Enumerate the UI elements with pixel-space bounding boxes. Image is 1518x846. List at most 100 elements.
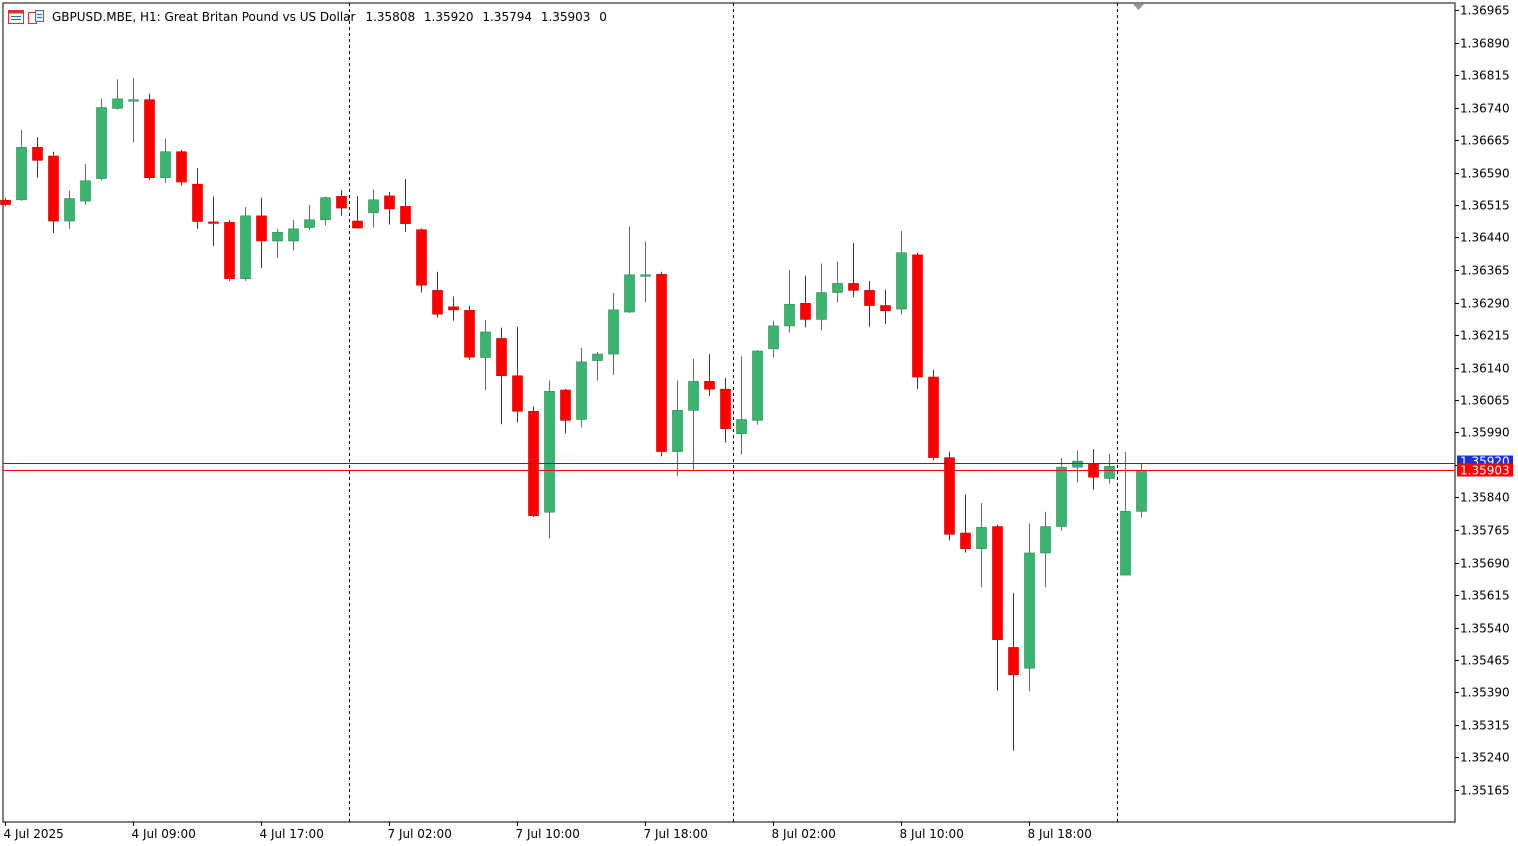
ohlc-values: 1.35808 1.35920 1.35794 1.35903 0 bbox=[365, 10, 611, 24]
y-tick-label: 1.35615 bbox=[1460, 589, 1510, 603]
y-tick-label: 1.36590 bbox=[1460, 167, 1510, 181]
y-tick-label: 1.35165 bbox=[1460, 784, 1510, 798]
y-tick-label: 1.36065 bbox=[1460, 394, 1510, 408]
candle-bull bbox=[640, 274, 651, 277]
candle-bull bbox=[1120, 511, 1131, 576]
ohlc-low: 1.35794 bbox=[482, 10, 532, 24]
candle-bear bbox=[256, 215, 267, 242]
candle-bear bbox=[880, 305, 891, 312]
candle-bear bbox=[928, 376, 939, 458]
time-axis[interactable]: 4 Jul 2025 4 Jul 09:00 4 Jul 17:00 7 Jul 02… bbox=[4, 822, 1092, 841]
candles-group bbox=[0, 78, 1147, 751]
candle-bull bbox=[624, 274, 635, 313]
y-tick-label: 1.36215 bbox=[1460, 329, 1510, 343]
candle-bear bbox=[208, 221, 219, 224]
symbol-description: GBPUSD.MBE, H1: Great Britan Pound vs US… bbox=[52, 10, 356, 24]
candle-bull bbox=[112, 98, 123, 109]
candle-bull bbox=[160, 151, 171, 178]
candle-bull bbox=[1136, 469, 1147, 512]
candle-bull bbox=[272, 232, 283, 242]
candle-bull bbox=[896, 252, 907, 310]
price-lines bbox=[3, 4, 1455, 471]
y-tick-label: 1.35840 bbox=[1460, 491, 1510, 505]
y-tick-label: 1.35465 bbox=[1460, 654, 1510, 668]
y-tick-label: 1.36515 bbox=[1460, 199, 1510, 213]
candle-bear bbox=[192, 183, 203, 222]
candle-bull bbox=[368, 199, 379, 214]
candle-bear bbox=[512, 375, 523, 412]
candle-bear bbox=[992, 526, 1003, 640]
x-tick-label: 7 Jul 10:00 bbox=[516, 827, 580, 841]
y-tick-label: 1.35390 bbox=[1460, 686, 1510, 700]
y-tick-label: 1.36140 bbox=[1460, 362, 1510, 376]
y-tick-label: 1.36740 bbox=[1460, 102, 1510, 116]
candle-bull bbox=[1072, 460, 1083, 468]
y-tick-label: 1.36965 bbox=[1460, 4, 1510, 18]
y-tick-label: 1.36890 bbox=[1460, 37, 1510, 51]
bid-price-label: 1.35903 bbox=[1460, 464, 1510, 478]
y-tick-label: 1.35690 bbox=[1460, 557, 1510, 571]
x-tick-label: 8 Jul 02:00 bbox=[772, 827, 836, 841]
y-tick-label: 1.36815 bbox=[1460, 69, 1510, 83]
candle-bear bbox=[352, 220, 363, 229]
candle-bear bbox=[464, 309, 475, 358]
ohlc-volume: 0 bbox=[599, 10, 607, 24]
candle-bear bbox=[32, 147, 43, 161]
candle-bear bbox=[704, 381, 715, 390]
candle-bear bbox=[800, 303, 811, 320]
candle-bull bbox=[16, 147, 27, 201]
y-tick-label: 1.36365 bbox=[1460, 264, 1510, 278]
candle-bull bbox=[576, 361, 587, 420]
candle-bear bbox=[912, 254, 923, 378]
chart-shift-marker[interactable] bbox=[1133, 4, 1144, 10]
candle-bear bbox=[656, 274, 667, 452]
candle-bear bbox=[224, 222, 235, 279]
candle-bear bbox=[1008, 647, 1019, 676]
y-tick-label: 1.35990 bbox=[1460, 426, 1510, 440]
candle-bear bbox=[720, 388, 731, 429]
candle-bear bbox=[944, 457, 955, 535]
candle-bull bbox=[784, 303, 795, 327]
candle-bear bbox=[384, 195, 395, 210]
candle-bull bbox=[96, 107, 107, 179]
candle-bull bbox=[752, 350, 763, 421]
candle-bear bbox=[144, 99, 155, 178]
candle-bear bbox=[336, 196, 347, 209]
symbol-properties-icon[interactable] bbox=[28, 10, 44, 24]
candle-bull bbox=[240, 215, 251, 279]
candle-bear bbox=[432, 290, 443, 315]
x-tick-label: 4 Jul 17:00 bbox=[260, 827, 324, 841]
candle-bull bbox=[1056, 466, 1067, 527]
candle-bull bbox=[768, 325, 779, 350]
chart-window-icon[interactable] bbox=[8, 10, 24, 24]
candle-bear bbox=[960, 532, 971, 549]
candle-bull bbox=[480, 331, 491, 358]
y-tick-label: 1.36290 bbox=[1460, 297, 1510, 311]
y-tick-label: 1.36665 bbox=[1460, 134, 1510, 148]
candle-bear bbox=[848, 283, 859, 291]
candle-bull bbox=[816, 292, 827, 320]
candle-bear bbox=[176, 151, 187, 183]
ohlc-high: 1.35920 bbox=[423, 10, 474, 24]
candle-bear bbox=[560, 389, 571, 421]
candle-bull bbox=[80, 180, 91, 202]
candle-bear bbox=[864, 290, 875, 306]
candle-bear bbox=[448, 306, 459, 311]
price-axis[interactable]: 1.36965 1.36890 1.36815 1.36740 1.36665 1.365… bbox=[1455, 4, 1513, 798]
candle-bear bbox=[496, 338, 507, 377]
candle-bull bbox=[304, 219, 315, 228]
y-tick-label: 1.36440 bbox=[1460, 231, 1510, 245]
candle-bear bbox=[48, 155, 59, 222]
chart-grid bbox=[2, 2, 1456, 823]
y-tick-label: 1.35240 bbox=[1460, 751, 1510, 765]
candle-bull bbox=[1104, 465, 1115, 479]
x-tick-label: 8 Jul 18:00 bbox=[1028, 827, 1092, 841]
y-tick-label: 1.35540 bbox=[1460, 622, 1510, 636]
candle-bull bbox=[976, 527, 987, 549]
candle-bull bbox=[672, 410, 683, 452]
candle-bull bbox=[736, 419, 747, 435]
candle-bull bbox=[832, 283, 843, 293]
candle-bull bbox=[608, 309, 619, 355]
candle-bull bbox=[128, 99, 139, 102]
